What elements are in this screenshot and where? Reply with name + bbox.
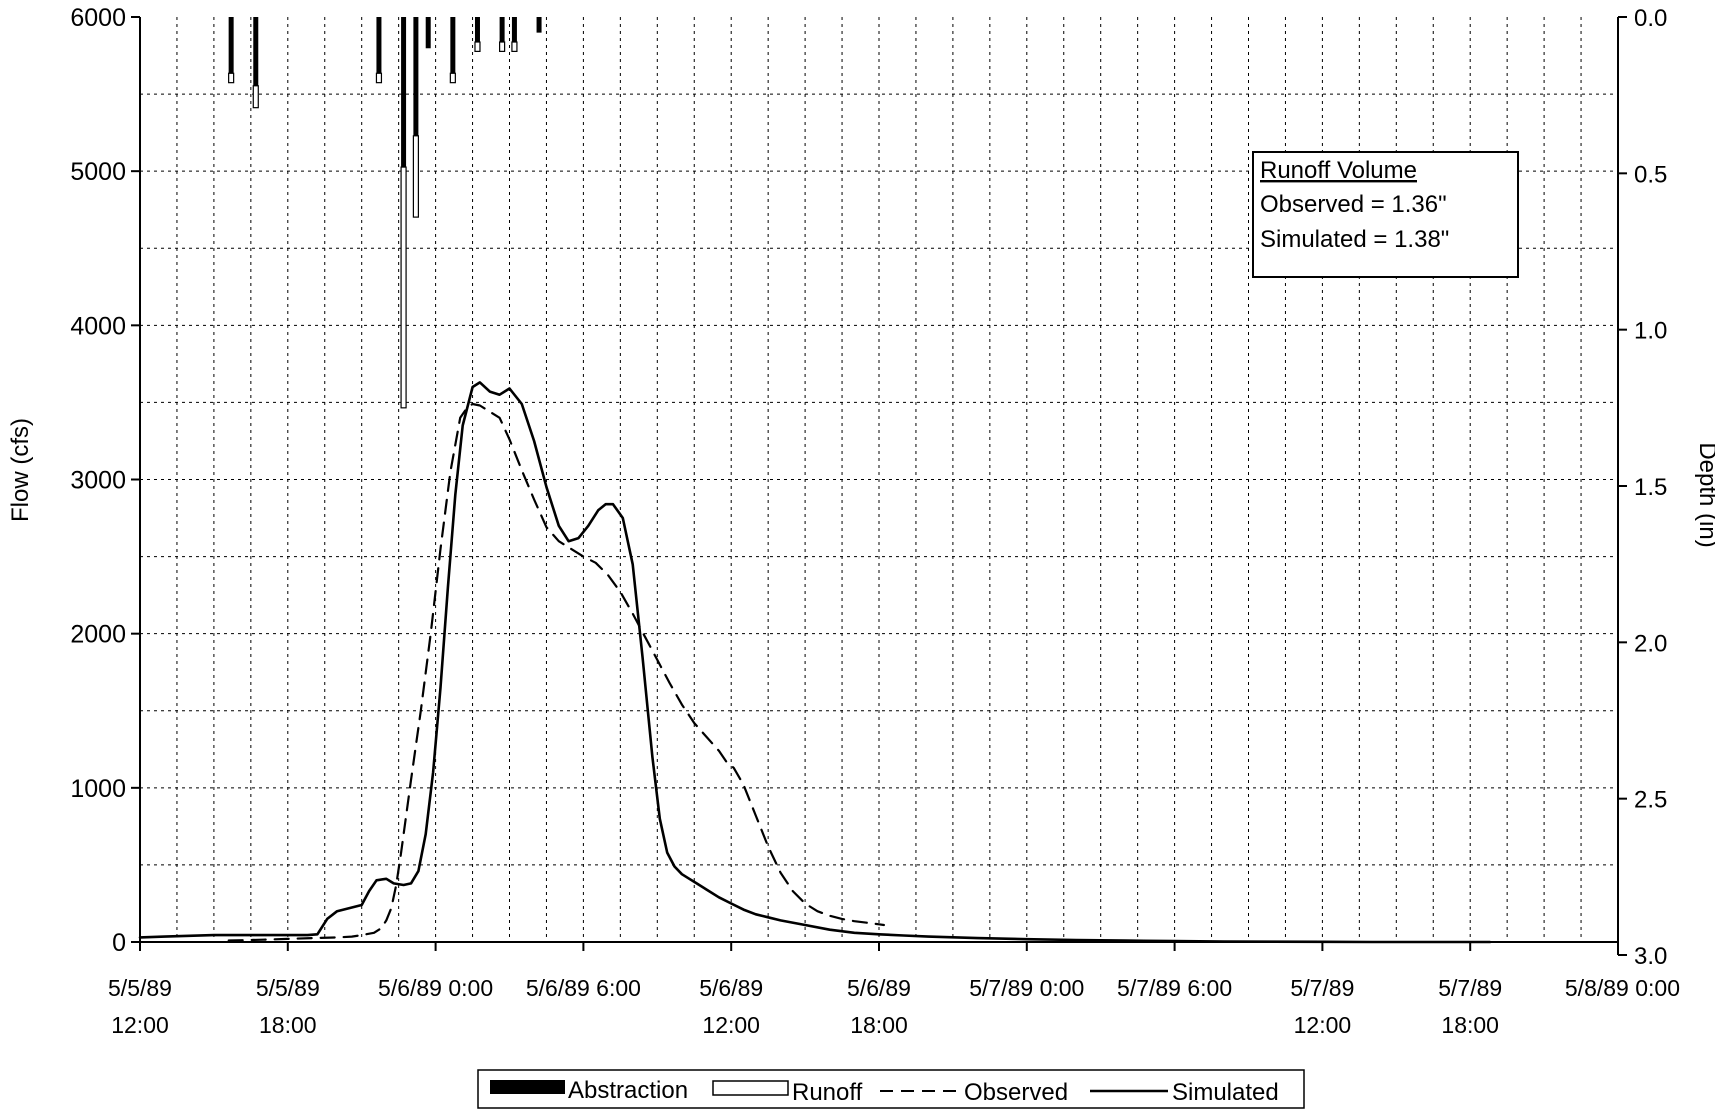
runoff-volume-title: Runoff Volume (1260, 157, 1417, 184)
y-left-tick-label: 2000 (70, 621, 126, 649)
observed-series-line (227, 402, 886, 942)
abstraction-bar (474, 17, 480, 43)
y-axis-label-right: Depth (in) (1694, 442, 1715, 547)
x-tick-label-line1: 5/5/89 (256, 975, 320, 1001)
simulated-series-line (138, 381, 1492, 944)
legend: Abstraction Runoff Observed Simulated (477, 1069, 1305, 1109)
x-tick-label-line1: 5/6/89 (699, 975, 763, 1001)
x-tick-label-line2: 18:00 (1441, 1012, 1499, 1038)
y-right-tick-label: 0.5 (1634, 161, 1667, 188)
x-tick-label-line1: 5/6/89 (847, 975, 911, 1001)
y-left-tick-label: 0 (112, 929, 126, 957)
x-tick-label-line2: 12:00 (702, 1012, 760, 1038)
legend-runoff-label: Runoff (792, 1079, 863, 1106)
legend-runoff-swatch (712, 1080, 789, 1096)
y-right-tick-label: 0.0 (1634, 5, 1667, 32)
y-right-tick-label: 2.5 (1634, 787, 1667, 814)
legend-simulated-label: Simulated (1172, 1079, 1279, 1106)
abstraction-bar (228, 17, 234, 74)
abstraction-bar (401, 17, 407, 168)
x-tick-label-line1: 5/6/89 6:00 (526, 975, 641, 1001)
runoff-bar (252, 85, 259, 109)
x-tick-label-line1: 5/7/89 (1290, 975, 1354, 1001)
abstraction-bar (511, 17, 517, 43)
x-tick-label-line2: 12:00 (1294, 1012, 1352, 1038)
runoff-bar (412, 135, 419, 218)
runoff-volume-observed: Observed = 1.36" (1260, 191, 1447, 218)
y-right-tick-label: 1.0 (1634, 318, 1667, 345)
hyetograph-bars (228, 17, 542, 409)
x-tick-label-line2: 12:00 (111, 1012, 169, 1038)
runoff-bar (400, 166, 407, 409)
y-axis-label-left: Flow (cfs) (7, 418, 34, 522)
x-tick-label-line1: 5/8/89 0:00 (1565, 975, 1680, 1001)
abstraction-bar (450, 17, 456, 74)
y-left-tick-label: 1000 (70, 775, 126, 803)
x-tick-label-line2: 18:00 (850, 1012, 908, 1038)
legend-abstraction-label: Abstraction (568, 1077, 688, 1104)
runoff-bar (228, 72, 235, 84)
abstraction-bar (376, 17, 382, 74)
runoff-bar (449, 72, 456, 84)
y-left-tick-label: 6000 (70, 4, 126, 32)
runoff-volume-box: Runoff Volume Observed = 1.36" Simulated… (1252, 151, 1519, 278)
abstraction-bar (536, 17, 542, 33)
flow-series (138, 381, 1492, 944)
legend-abstraction-swatch (490, 1080, 565, 1094)
x-tick-label-line1: 5/7/89 6:00 (1117, 975, 1232, 1001)
runoff-bar (375, 72, 383, 84)
x-tick-label-line1: 5/6/89 0:00 (378, 975, 493, 1001)
y-right-tick-label: 3.0 (1634, 943, 1667, 970)
y-left-tick-label: 3000 (70, 467, 126, 495)
x-tick-label-line1: 5/7/89 (1438, 975, 1502, 1001)
x-tick-label-line1: 5/5/89 (108, 975, 172, 1001)
runoff-volume-simulated: Simulated = 1.38" (1260, 226, 1449, 253)
y-left-tick-label: 4000 (70, 312, 126, 340)
runoff-bar (511, 41, 518, 52)
abstraction-bar (425, 17, 431, 49)
runoff-bar (474, 41, 481, 52)
legend-frame (477, 1069, 1305, 1109)
abstraction-bar (253, 17, 259, 86)
y-right-tick-label: 2.0 (1634, 630, 1667, 657)
axes: 6000 5000 4000 3000 2000 1000 0 0.0 0.5 1.0 1.5 2.0… (70, 4, 1680, 1038)
abstraction-bar (413, 17, 419, 136)
y-right-tick-label: 1.5 (1634, 474, 1667, 501)
x-tick-label-line2: 18:00 (259, 1012, 317, 1038)
x-tick-label-line1: 5/7/89 0:00 (969, 975, 1084, 1001)
runoff-bar (499, 41, 506, 52)
abstraction-bar (499, 17, 505, 43)
legend-observed-label: Observed (964, 1079, 1068, 1106)
y-left-tick-label: 5000 (70, 158, 126, 186)
